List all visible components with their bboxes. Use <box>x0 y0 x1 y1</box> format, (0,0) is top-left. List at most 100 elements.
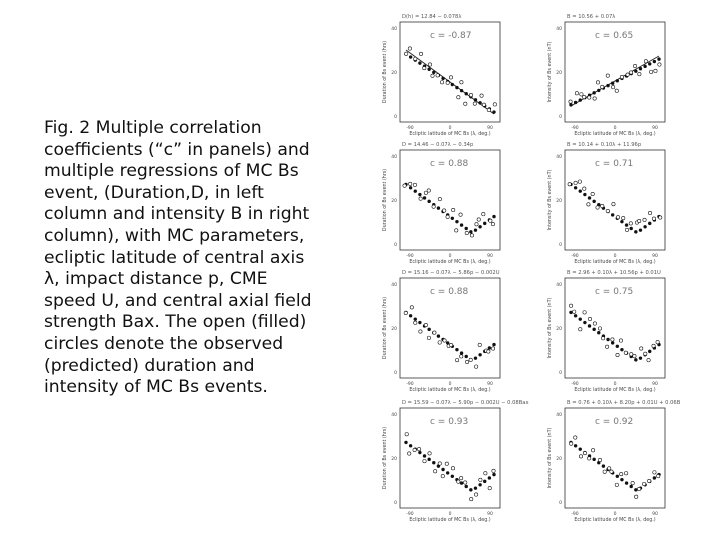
observed-point <box>418 196 423 201</box>
predicted-point <box>478 225 482 229</box>
observed-point <box>624 471 629 476</box>
observed-point <box>486 349 491 354</box>
observed-point <box>569 441 574 446</box>
y-axis-label: Intensity of Bs event (nT) <box>547 41 553 102</box>
observed-point <box>609 469 614 474</box>
observed-point <box>632 354 637 359</box>
predicted-point <box>615 79 620 83</box>
observed-point <box>578 454 583 459</box>
x-axis-label: Ecliptic latitude of MC Bs (λ, deg.) <box>574 517 655 523</box>
observed-point <box>611 202 616 207</box>
observed-point <box>614 88 619 93</box>
y-tick-label: 20 <box>391 70 397 76</box>
predicted-point <box>615 474 620 478</box>
predicted-point <box>445 471 450 475</box>
y-tick-label: 40 <box>556 412 562 418</box>
observed-point <box>567 182 572 187</box>
figure-caption: Fig. 2 Multiple correlation coefficients… <box>44 118 312 398</box>
predicted-point <box>464 354 468 359</box>
panel-frame <box>564 149 666 251</box>
x-tick-label: -90 <box>571 381 578 387</box>
panel-header: B = 10.56 + 0.07λ <box>567 14 615 20</box>
predicted-point <box>427 457 431 462</box>
panel-r1-left: D(h) = 12.84 − 0.078λ c = -0.87 Duration o… <box>382 14 501 137</box>
observed-point <box>487 486 492 491</box>
observed-point <box>422 66 427 71</box>
predicted-point <box>615 344 620 348</box>
predicted-point <box>473 228 478 232</box>
observed-point <box>605 209 610 214</box>
x-axis-label: Ecliptic latitude of MC Bs (λ, deg.) <box>409 387 490 393</box>
predicted-point <box>620 219 624 224</box>
predicted-point <box>492 110 496 114</box>
correlation-label: c = 0.93 <box>430 417 468 427</box>
predicted-point <box>492 472 496 477</box>
x-tick-label: 90 <box>487 511 493 517</box>
y-tick-label: 40 <box>391 26 397 32</box>
observed-point <box>486 108 491 113</box>
observed-point <box>642 217 647 222</box>
observed-point <box>469 497 474 502</box>
x-tick-label: 90 <box>652 125 658 131</box>
observed-point <box>619 75 624 80</box>
y-tick-label: 20 <box>391 456 397 462</box>
predicted-point <box>624 223 629 227</box>
observed-point <box>459 476 464 481</box>
predicted-point <box>629 484 633 489</box>
observed-point <box>445 80 450 85</box>
observed-point <box>423 190 428 195</box>
observed-point <box>633 63 638 68</box>
observed-point <box>444 461 449 466</box>
predicted-point <box>455 347 459 352</box>
predicted-point <box>418 320 422 325</box>
panel-header: B = 2.96 + 0.10λ + 10.56p + 0.01U <box>567 270 661 276</box>
observed-point <box>412 447 417 452</box>
y-axis-label: Duration of Bs event (hrs) <box>382 169 388 231</box>
predicted-point <box>573 186 578 190</box>
observed-point <box>642 481 647 486</box>
observed-point <box>614 482 619 487</box>
observed-point <box>430 73 435 78</box>
observed-point <box>653 68 658 73</box>
observed-point <box>407 451 412 456</box>
observed-point <box>463 480 468 485</box>
predicted-point <box>487 476 492 480</box>
observed-point <box>474 222 479 227</box>
observed-point <box>408 181 413 186</box>
observed-point <box>621 216 626 221</box>
observed-point <box>426 188 431 193</box>
predicted-point <box>473 486 478 490</box>
observed-point <box>629 70 634 75</box>
y-axis-label: Intensity of Bs event (nT) <box>547 427 553 488</box>
predicted-point <box>569 310 573 315</box>
observed-point <box>476 217 481 222</box>
y-tick-label: 0 <box>559 242 562 248</box>
observed-point <box>474 492 479 497</box>
panel-r2-left: D = 14.46 − 0.07λ − 0.34p c = 0.88 Duratio… <box>382 142 501 265</box>
x-axis-label: Ecliptic latitude of MC Bs (λ, deg.) <box>574 131 655 137</box>
observed-point <box>657 62 662 67</box>
predicted-point <box>473 356 478 360</box>
y-axis-label: Duration of Bs event (hrs) <box>382 41 388 103</box>
observed-point <box>574 91 579 96</box>
predicted-point <box>464 484 468 489</box>
predicted-point <box>436 206 441 210</box>
observed-point <box>413 320 418 325</box>
panel-r1-right: B = 10.56 + 0.07λ c = 0.65 Intensity of Bs… <box>547 14 666 137</box>
predicted-point <box>606 337 610 342</box>
observed-point <box>479 93 484 98</box>
predicted-point <box>634 230 638 234</box>
observed-point <box>437 197 442 202</box>
observed-point <box>643 59 648 64</box>
predicted-point <box>441 467 445 472</box>
observed-point <box>469 233 474 238</box>
observed-point <box>656 474 661 479</box>
observed-point <box>625 72 630 77</box>
x-tick-label: 90 <box>652 381 658 387</box>
predicted-point <box>638 67 643 71</box>
predicted-point <box>634 358 638 362</box>
predicted-point <box>445 341 450 345</box>
observed-point <box>637 218 642 223</box>
predicted-point <box>652 476 657 480</box>
predicted-point <box>634 69 638 73</box>
